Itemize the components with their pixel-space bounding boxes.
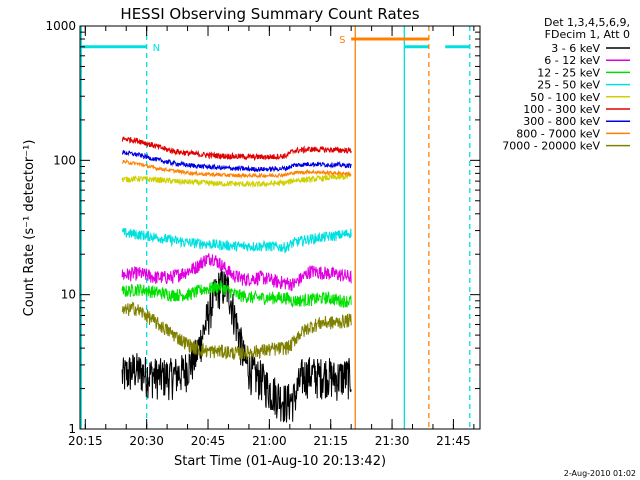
series-line-8	[121, 301, 352, 360]
y-tick-label: 100	[53, 153, 76, 167]
legend: Det 1,3,4,5,6,9,FDecim 1, Att 03 - 6 keV…	[502, 16, 630, 153]
series-line-7	[121, 158, 352, 180]
series-line-0	[121, 268, 352, 423]
series-layer	[121, 136, 352, 423]
legend-header: Det 1,3,4,5,6,9,	[544, 16, 630, 29]
date-stamp: 2-Aug-2010 01:02	[564, 469, 636, 478]
x-tick-label: 21:30	[375, 434, 410, 448]
legend-entry: 50 - 100 keV	[530, 91, 600, 104]
series-line-1	[121, 253, 352, 292]
x-tick-label: 20:45	[191, 434, 226, 448]
series-line-3	[121, 228, 352, 254]
plot-frame	[79, 25, 481, 430]
chart-title: HESSI Observing Summary Count Rates	[120, 5, 419, 23]
x-tick-label: 21:00	[252, 434, 287, 448]
legend-entry: 12 - 25 keV	[537, 66, 600, 79]
legend-entry: 300 - 800 keV	[523, 115, 600, 128]
y-axis-label: Count Rate (s⁻¹ detector⁻¹)	[22, 140, 37, 317]
series-line-4	[121, 172, 352, 188]
flags-layer: NS	[80, 26, 471, 429]
legend-entry: 3 - 6 keV	[551, 42, 600, 55]
series-line-2	[121, 280, 352, 309]
x-tick-label: 21:15	[313, 434, 348, 448]
x-axis: 20:15 20:30 20:45 21:00 21:15 21:30 21:45	[68, 26, 475, 448]
flag-label-N: N	[153, 43, 160, 54]
legend-entry: 25 - 50 keV	[537, 79, 600, 92]
x-tick-label: 21:45	[436, 434, 471, 448]
series-line-5	[121, 136, 352, 162]
y-axis: 1 10 100 1000	[45, 19, 480, 436]
legend-entry: 7000 - 20000 keV	[502, 140, 600, 153]
y-tick-label: 1	[68, 422, 76, 436]
legend-entry: 800 - 7000 keV	[516, 127, 600, 140]
y-tick-label: 10	[61, 288, 76, 302]
flag-label-S: S	[339, 35, 345, 46]
legend-entry: 100 - 300 keV	[523, 103, 600, 116]
series-line-6	[121, 150, 352, 173]
x-axis-label: Start Time (01-Aug-10 20:13:42)	[174, 454, 386, 469]
x-tick-label: 20:30	[129, 434, 164, 448]
x-tick-label: 20:15	[68, 434, 103, 448]
legend-header: FDecim 1, Att 0	[545, 28, 630, 41]
y-tick-label: 1000	[45, 19, 76, 33]
legend-entry: 6 - 12 keV	[544, 54, 600, 67]
